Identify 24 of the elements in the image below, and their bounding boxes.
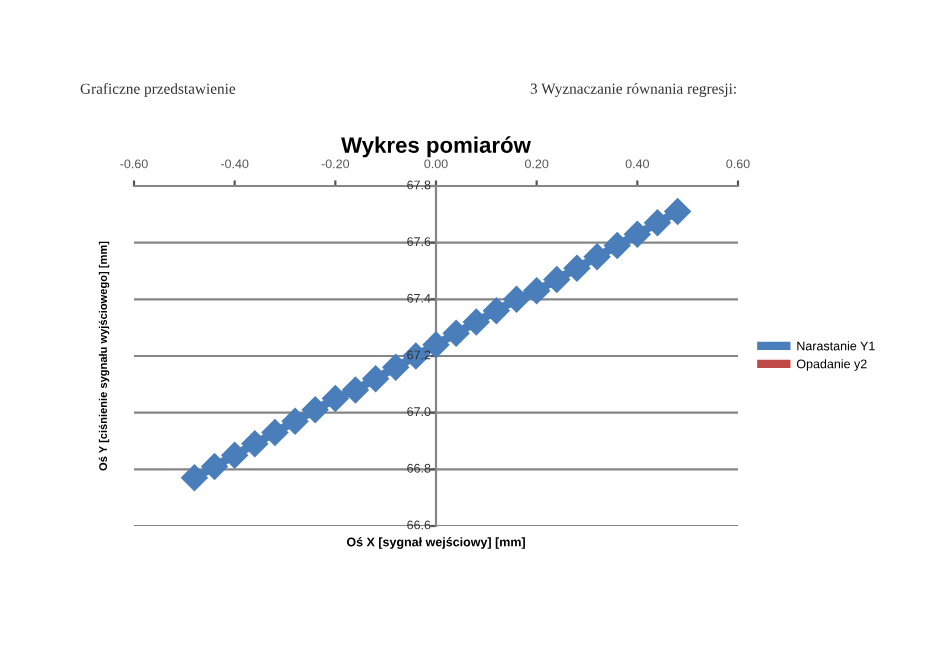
point xyxy=(221,441,248,469)
point xyxy=(382,354,409,381)
point xyxy=(463,308,490,336)
point xyxy=(322,385,349,412)
point xyxy=(362,365,389,392)
point xyxy=(281,407,309,435)
point xyxy=(181,464,208,492)
chart-title: Wykres pomiarów xyxy=(341,136,531,158)
point xyxy=(664,198,691,225)
point xyxy=(483,297,510,324)
point xyxy=(523,277,550,305)
point xyxy=(442,320,470,347)
point xyxy=(543,266,570,293)
point xyxy=(201,453,228,480)
point xyxy=(241,430,268,458)
point xyxy=(261,419,289,446)
point xyxy=(644,209,671,237)
point xyxy=(624,220,651,248)
point xyxy=(563,254,591,282)
point xyxy=(503,286,530,313)
point xyxy=(604,232,631,259)
point xyxy=(302,396,329,424)
point xyxy=(342,376,369,404)
point xyxy=(583,243,611,271)
